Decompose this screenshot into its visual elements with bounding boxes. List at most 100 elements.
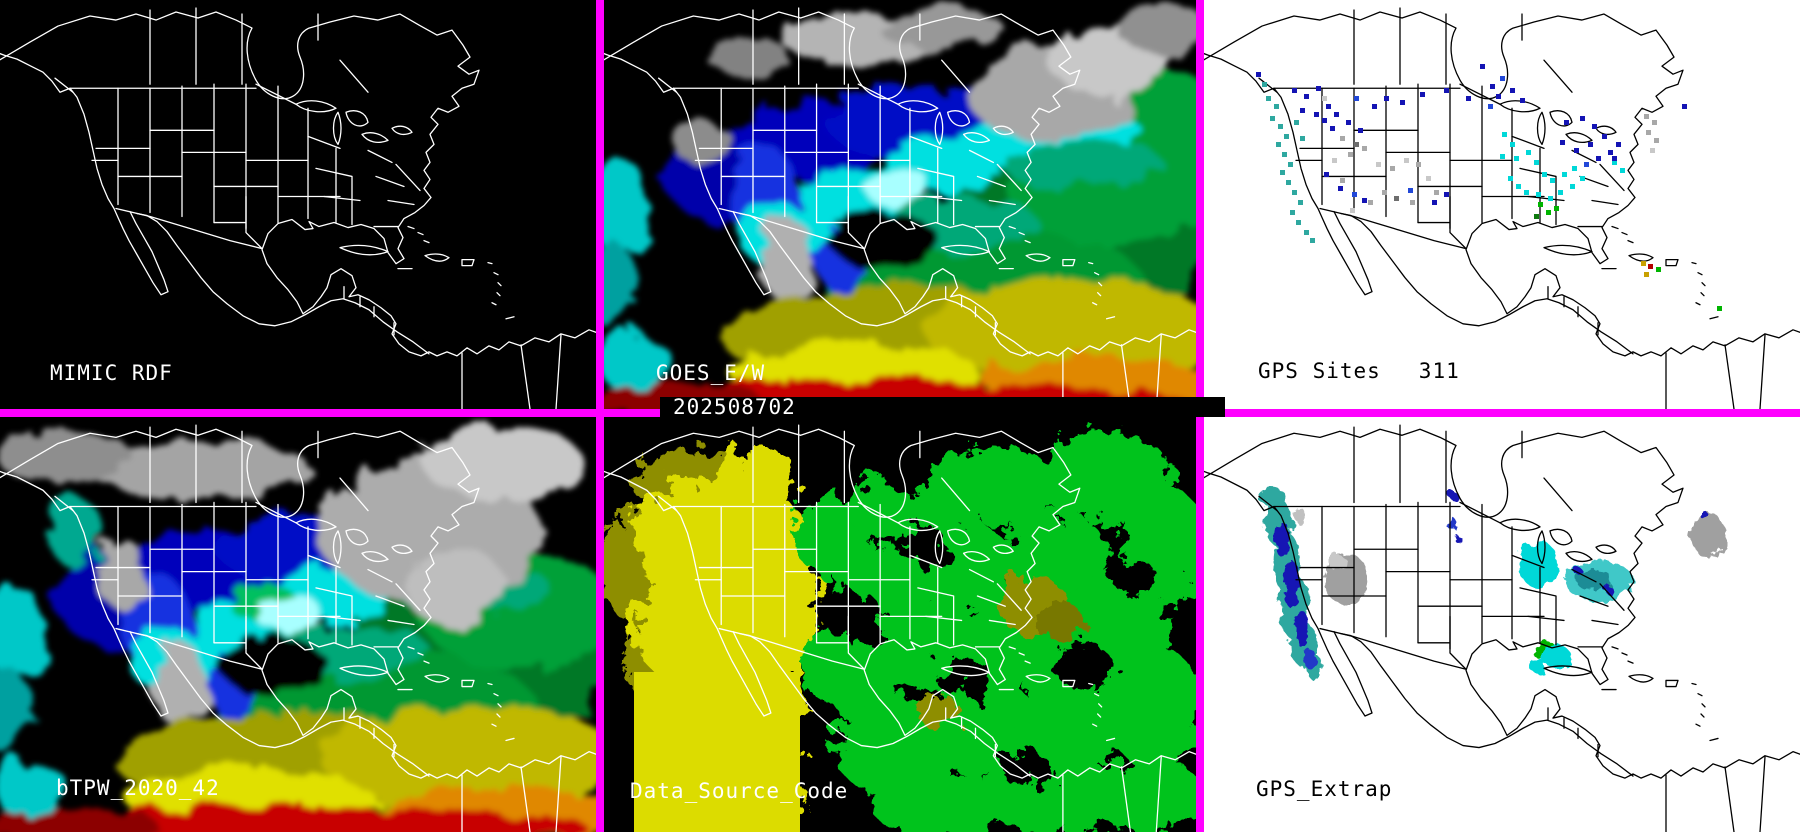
goes-ew-tpw-field [604,4,1196,409]
gps-site-dot [1641,261,1646,266]
gps-site-dot [1256,72,1261,77]
gps-site-dot [1644,272,1649,277]
gps-site-dot [1298,200,1303,205]
gps-site-dot [1656,267,1661,272]
panel-data-source-code[interactable]: Data_Source_Code [604,417,1196,832]
gps-site-dot [1548,196,1553,201]
gps-site-dot [1282,152,1287,157]
gps-site-dot [1558,190,1563,195]
gps-site-dot [1612,156,1617,161]
gps-site-dot [1394,196,1399,201]
gps-site-dot [1644,114,1649,119]
gps-site-dot [1288,162,1293,167]
gps-site-dot [1290,210,1295,215]
gps-site-dot [1420,92,1425,97]
panel-mimic-rdf[interactable]: MIMIC RDF [0,0,596,409]
gps-site-count: 311 [1418,359,1460,383]
gps-site-dot [1372,104,1377,109]
panel-gps-extrap[interactable]: GPS_Extrap [1204,417,1800,832]
north-america-outline-map [0,424,596,832]
gps-site-dot [1284,134,1289,139]
gps-site-dot [1524,190,1529,195]
gps-site-dot [1330,126,1335,131]
panel-label-mimic-rdf: MIMIC RDF [50,361,173,385]
panel-gps-sites[interactable]: GPS Sites 311 [1204,0,1800,409]
timestamp-bar: 202508702 [660,397,1225,418]
gps-site-dot [1550,178,1555,183]
gps-site-dot [1588,142,1593,147]
gps-site-dot [1480,64,1485,69]
gps-site-dot [1596,156,1601,161]
gps-site-dot [1646,130,1651,135]
gps-site-dot [1620,168,1625,173]
gps-site-dot [1314,112,1319,117]
gps-site-dot [1500,154,1505,159]
gps-site-dot [1574,148,1579,153]
gps-site-dot [1538,202,1543,207]
gps-site-dot [1410,200,1415,205]
gps-site-dot [1304,94,1309,99]
gps-site-dot [1580,176,1585,181]
north-america-outline-map [604,7,1196,409]
gps-site-dot [1500,76,1505,81]
gps-site-dot [1278,124,1283,129]
gps-site-dot [1346,120,1351,125]
gps-site-dot [1300,108,1305,113]
gps-site-dot [1322,96,1327,101]
gps-site-dot [1514,156,1519,161]
panel-label-gps-extrap: GPS_Extrap [1256,777,1393,801]
gps-site-dot [1496,94,1501,99]
panel-label-btpw: bTPW_2020_42 [56,776,220,800]
gps-site-dot [1324,172,1329,177]
gps-site-dot [1580,116,1585,121]
gps-site-dot [1280,170,1285,175]
north-america-outline-map [1204,424,1800,832]
gps-site-dot [1717,306,1722,311]
gps-site-dot [1338,186,1343,191]
gps-site-dot [1584,162,1589,167]
gps-site-markers [1204,0,1800,409]
gps-site-dot [1612,160,1617,165]
gps-site-dot [1354,96,1359,101]
gps-site-dot [1304,230,1309,235]
gps-site-dot [1408,188,1413,193]
gps-site-dot [1616,142,1621,147]
gps-site-dot [1592,124,1597,129]
gps-site-dot [1648,264,1653,269]
gps-site-dot [1488,104,1493,109]
gps-site-dot [1348,152,1353,157]
gps-site-dot [1444,192,1449,197]
gps-site-dot [1390,166,1395,171]
gps-site-dot [1508,176,1513,181]
gps-site-dot [1570,184,1575,189]
gps-site-dot [1510,142,1515,147]
gps-site-dot [1368,200,1373,205]
gps-site-dot [1266,96,1271,101]
panel-btpw[interactable]: bTPW_2020_42 [0,417,596,832]
gps-site-dot [1554,206,1559,211]
gps-site-dot [1534,214,1539,219]
gps-site-dot [1426,176,1431,181]
gps-site-dot [1444,88,1449,93]
gps-site-dot [1296,220,1301,225]
gps-site-dot [1334,112,1339,117]
gps-site-dot [1332,158,1337,163]
gps-site-dot [1502,132,1507,137]
gps-site-dot [1516,184,1521,189]
gps-site-dot [1286,180,1291,185]
gps-site-dot [1362,146,1367,151]
panel-label-goes-ew: GOES_E/W [656,361,766,385]
gps-site-dot [1310,238,1315,243]
panel-goes-ew[interactable]: GOES_E/W [604,0,1196,409]
gps-site-dot [1434,190,1439,195]
gps-site-dot [1536,192,1541,197]
gps-site-dot [1542,172,1547,177]
gps-site-dot [1382,190,1387,195]
gps-site-dot [1560,140,1565,145]
gps-site-dot [1340,136,1345,141]
gps-site-dot [1654,138,1659,143]
gps-site-dot [1350,208,1355,213]
gps-site-dot [1274,104,1279,109]
north-america-outline-map [0,7,596,409]
